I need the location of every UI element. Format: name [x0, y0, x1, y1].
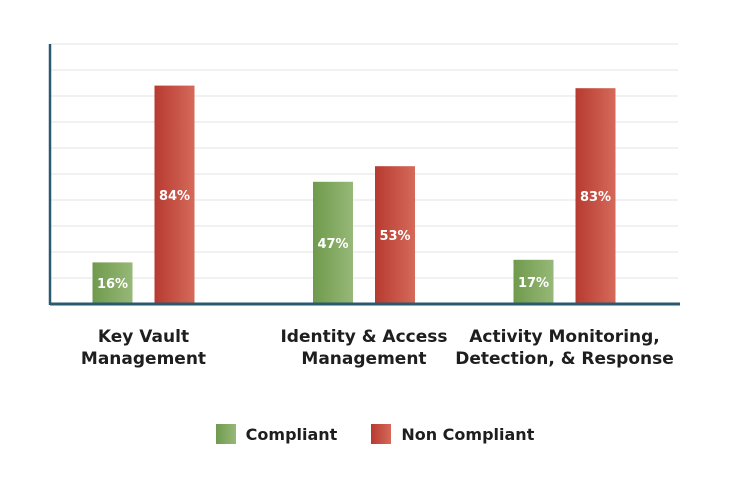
bar-non-compliant [575, 88, 616, 304]
category-label: Activity Monitoring, Detection, & Respons… [455, 327, 674, 369]
bar-value-label: 83% [580, 190, 611, 205]
bar-non-compliant [375, 166, 415, 304]
category-label-line: Key Vault [98, 327, 189, 347]
bar-value-label: 84% [159, 189, 190, 204]
legend-label-non-compliant: Non Compliant [401, 424, 535, 444]
legend: Compliant Non Compliant [0, 424, 750, 444]
legend-item-non-compliant: Non Compliant [371, 424, 534, 444]
bar-compliant [92, 262, 133, 304]
axes [48, 44, 680, 306]
bars: 16% 47% 17% 84% 53% 83% [92, 85, 616, 304]
category-label-line: Management [301, 349, 426, 369]
category-label: Key Vault Management [81, 327, 206, 369]
bar-value-label: 17% [518, 276, 549, 291]
bar-value-label: 47% [317, 237, 348, 252]
legend-swatch-compliant [215, 424, 236, 444]
bar-non-compliant [154, 85, 195, 304]
bar-value-label: 53% [379, 229, 410, 244]
category-label-line: Identity & Access [280, 327, 447, 347]
category-label-line: Detection, & Response [455, 349, 674, 369]
legend-swatch-non-compliant [371, 424, 392, 444]
category-label-line: Management [81, 349, 206, 369]
category-label: Identity & Access Management [280, 327, 447, 369]
bar-compliant [513, 259, 554, 304]
category-label-line: Activity Monitoring, [469, 327, 660, 347]
bar-compliant [313, 181, 353, 304]
legend-item-compliant: Compliant [215, 424, 338, 444]
bar-chart: 16%47%17%84%53%83% Key Vault ManagementId… [48, 43, 680, 369]
bar-value-label: 16% [97, 277, 128, 292]
legend-label-compliant: Compliant [245, 424, 338, 444]
